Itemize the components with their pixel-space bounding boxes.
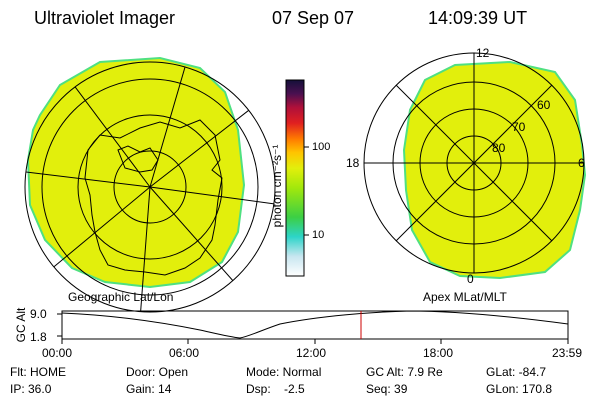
colorbar-tick-100: 100 <box>312 141 331 153</box>
coastline-inner <box>117 145 159 173</box>
dsp-value: Dsp: -2.5 <box>246 382 305 396</box>
altitude-axis-label: GC Alt <box>14 307 28 343</box>
time-tick-1200: 12:00 <box>296 346 327 360</box>
geographic-latitude: GLat: -84.7 <box>486 365 547 379</box>
time-tick-0600: 06:00 <box>169 346 200 360</box>
observation-time: 14:09:39 UT <box>428 8 528 28</box>
time-tick-1800: 18:00 <box>423 346 454 360</box>
geographic-longitude: GLon: 170.8 <box>486 382 553 396</box>
ip-value: IP: 36.0 <box>10 382 52 396</box>
altitude-tick-1-8: 1.8 <box>30 330 47 344</box>
mlat-label-80: 80 <box>492 141 506 155</box>
left-map-label: Geographic Lat/Lon <box>68 290 174 304</box>
left-aurora-image <box>26 56 246 289</box>
observation-date: 07 Sep 07 <box>272 8 355 28</box>
door-status: Door: Open <box>126 365 189 379</box>
mlt-label-18: 18 <box>346 156 360 170</box>
mlat-label-70: 70 <box>512 120 526 134</box>
antarctica-coastline <box>84 119 223 276</box>
gc-altitude: GC Alt: 7.9 Re <box>366 365 443 379</box>
altitude-tick-9: 9.0 <box>30 307 47 321</box>
mlt-label-12: 12 <box>476 46 490 60</box>
time-tick-2359: 23:59 <box>552 346 583 360</box>
colorbar-tick-10: 10 <box>312 229 325 241</box>
time-tick-0000: 00:00 <box>42 346 73 360</box>
mlt-label-0: 0 <box>467 272 474 286</box>
right-map-label: Apex MLat/MLT <box>423 290 507 304</box>
flight-mode: Flt: HOME <box>10 365 66 379</box>
gain-value: Gain: 14 <box>126 382 172 396</box>
altitude-curve <box>61 310 569 339</box>
mlt-label-6: 6 <box>578 156 585 170</box>
instrument-title: Ultraviolet Imager <box>34 8 176 28</box>
mode-value: Mode: Normal <box>246 365 322 379</box>
sequence-number: Seq: 39 <box>366 382 408 396</box>
mlat-label-60: 60 <box>537 98 551 112</box>
